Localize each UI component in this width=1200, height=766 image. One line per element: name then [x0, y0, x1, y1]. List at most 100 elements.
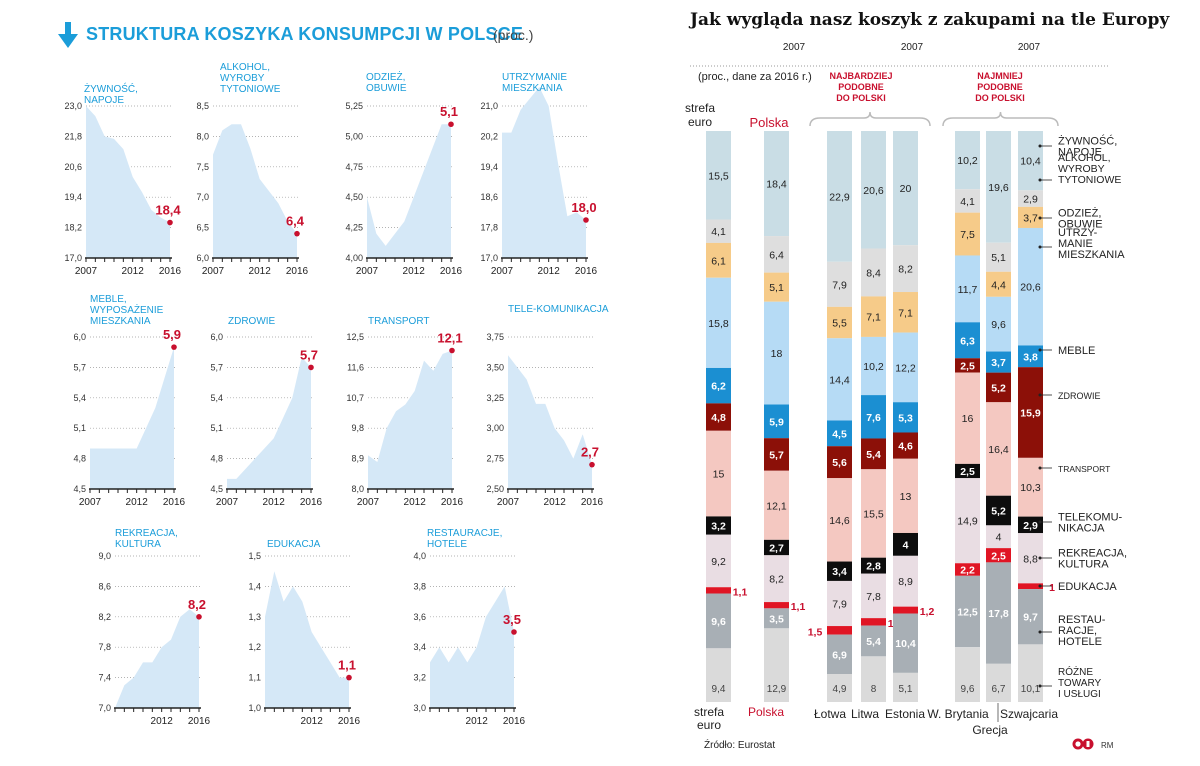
category-legend-item: EDUKACJA	[1038, 581, 1117, 593]
mini-chart-label: HOTELE	[427, 539, 467, 550]
bar-value-label: 20,6	[1020, 282, 1041, 294]
y-tick-label: 1,1	[248, 673, 261, 683]
bar-segment	[893, 245, 918, 293]
y-tick-label: 1,4	[248, 581, 261, 591]
y-tick-label: 17,0	[480, 253, 498, 263]
stacked-bar: 20,68,47,110,27,65,415,52,87,81,35,48	[861, 131, 902, 702]
bar-value-label: 15,8	[708, 318, 729, 330]
y-tick-label: 8,5	[196, 101, 209, 111]
bar-value-label: 8,9	[898, 576, 913, 588]
last-value-point	[589, 461, 595, 468]
last-value-label: 18,0	[571, 200, 596, 215]
bar-segment	[893, 432, 918, 459]
last-value-point	[294, 230, 300, 237]
area-series	[508, 355, 592, 489]
area-series	[115, 609, 199, 708]
y-tick-label: 1,5	[248, 551, 261, 561]
leader-dot	[1038, 216, 1042, 220]
bar-segment	[706, 277, 731, 368]
country-label: Łotwa	[814, 707, 846, 721]
bar-value-label: 5,4	[866, 636, 881, 648]
bar-segment	[764, 539, 789, 556]
bar-segment	[893, 555, 918, 607]
bar-value-label: 4,9	[833, 684, 847, 695]
bar-value-label: 9,4	[712, 684, 726, 695]
y-tick-label: 7,4	[98, 673, 111, 683]
bar-segment	[764, 470, 789, 540]
bar-segment	[706, 367, 731, 404]
bar-segment	[986, 663, 1011, 702]
stacked-bar: 20 8,2 7,1 12,2 5,3 4,6 13 4 8,9 1,2 10,4 5,1	[893, 131, 934, 702]
bar-segment	[955, 575, 980, 648]
bar-segment	[827, 338, 852, 421]
y-tick-label: 2,50	[486, 484, 504, 494]
y-tick-label: 5,1	[73, 423, 86, 433]
y-tick-label: 8,6	[98, 581, 111, 591]
category-label: RÓŻNE	[1058, 665, 1093, 678]
category-legend-item: TRANSPORT	[1038, 464, 1110, 474]
y-tick-label: 4,5	[210, 484, 223, 494]
bar-segment	[706, 242, 731, 278]
bar-value-label: 4,1	[960, 196, 975, 208]
category-label: ODZIEŻ,	[1058, 207, 1101, 220]
y-tick-label: 6,0	[210, 332, 223, 342]
bar-segment	[861, 336, 886, 396]
bar-segment	[827, 626, 852, 635]
mini-chart-label: KULTURA	[115, 539, 161, 550]
bar-value-label: 5,6	[832, 457, 847, 469]
x-tick-label: 2007	[356, 266, 379, 277]
stacked-bar: 22,9 7,9 5,5 14,4 4,5 5,6 14,6 3,4 7,9 1,5 6,9 4,9	[808, 131, 852, 702]
bar-value-label: 5,2	[991, 382, 1006, 394]
bar-segment	[827, 306, 852, 339]
bar-value-label: 4	[903, 539, 909, 551]
bar-segment	[893, 131, 918, 246]
y-tick-label: 19,4	[480, 162, 498, 172]
category-legend-item: RESTAU-RACJE,HOTELE	[1038, 614, 1106, 648]
y-tick-label: 9,0	[98, 551, 111, 561]
x-tick-label: 2012	[249, 266, 272, 277]
x-tick-label: 2012	[126, 497, 149, 508]
last-value-point	[511, 629, 517, 635]
bar-value-label: 5,1	[991, 252, 1006, 264]
group-heading: NAJBARDZIEJ	[829, 71, 892, 81]
bar-value-label: 6,7	[992, 684, 1006, 695]
bar-value-label: 7,5	[960, 229, 975, 241]
bar-segment	[764, 628, 789, 702]
area-series	[502, 87, 586, 258]
bar-value-label: 5,2	[991, 506, 1006, 518]
right-title: Jak wygląda nasz koszyk z zakupami na tl…	[690, 10, 1170, 30]
bar-segment	[986, 296, 1011, 352]
bar-value-label: 9,6	[991, 319, 1006, 331]
last-value-point	[346, 674, 352, 681]
bar-segment	[861, 618, 886, 626]
bar-value-label: 12,5	[957, 606, 978, 618]
bar-value-label: 9,2	[711, 556, 726, 568]
category-label: I USŁUGI	[1058, 689, 1101, 700]
category-label: RACJE,	[1058, 625, 1097, 637]
bar-segment	[764, 404, 789, 439]
bar-value-label: 1	[1049, 582, 1055, 594]
x-tick-label: 2007	[491, 266, 514, 277]
y-tick-label: 4,50	[345, 192, 363, 202]
group-heading: DO POLSKI	[975, 93, 1025, 103]
x-tick-label: 2007	[75, 266, 98, 277]
mini-chart-label: ZDROWIE	[228, 316, 276, 327]
bar-value-label: 5,3	[898, 412, 913, 424]
bar-segment	[986, 351, 1011, 373]
y-tick-label: 20,2	[480, 131, 498, 141]
bar-value-label: 4,4	[991, 279, 1006, 291]
area-series	[265, 571, 349, 708]
y-tick-label: 12,5	[346, 332, 364, 342]
y-tick-label: 3,8	[413, 581, 426, 591]
bar-value-label: 4,5	[832, 428, 847, 440]
y-tick-label: 18,2	[64, 223, 82, 233]
y-tick-label: 21,8	[64, 131, 82, 141]
leader-dot	[1038, 520, 1042, 524]
bar-value-label: 5,4	[866, 449, 881, 461]
leader-dot	[1038, 144, 1042, 148]
right-subtitle: (proc., dane za 2016 r.)	[698, 71, 812, 83]
y-tick-label: 7,0	[98, 703, 111, 713]
x-tick-label: 2012	[122, 266, 145, 277]
bar-value-label: 15,9	[1020, 408, 1041, 420]
area-series	[430, 586, 514, 708]
